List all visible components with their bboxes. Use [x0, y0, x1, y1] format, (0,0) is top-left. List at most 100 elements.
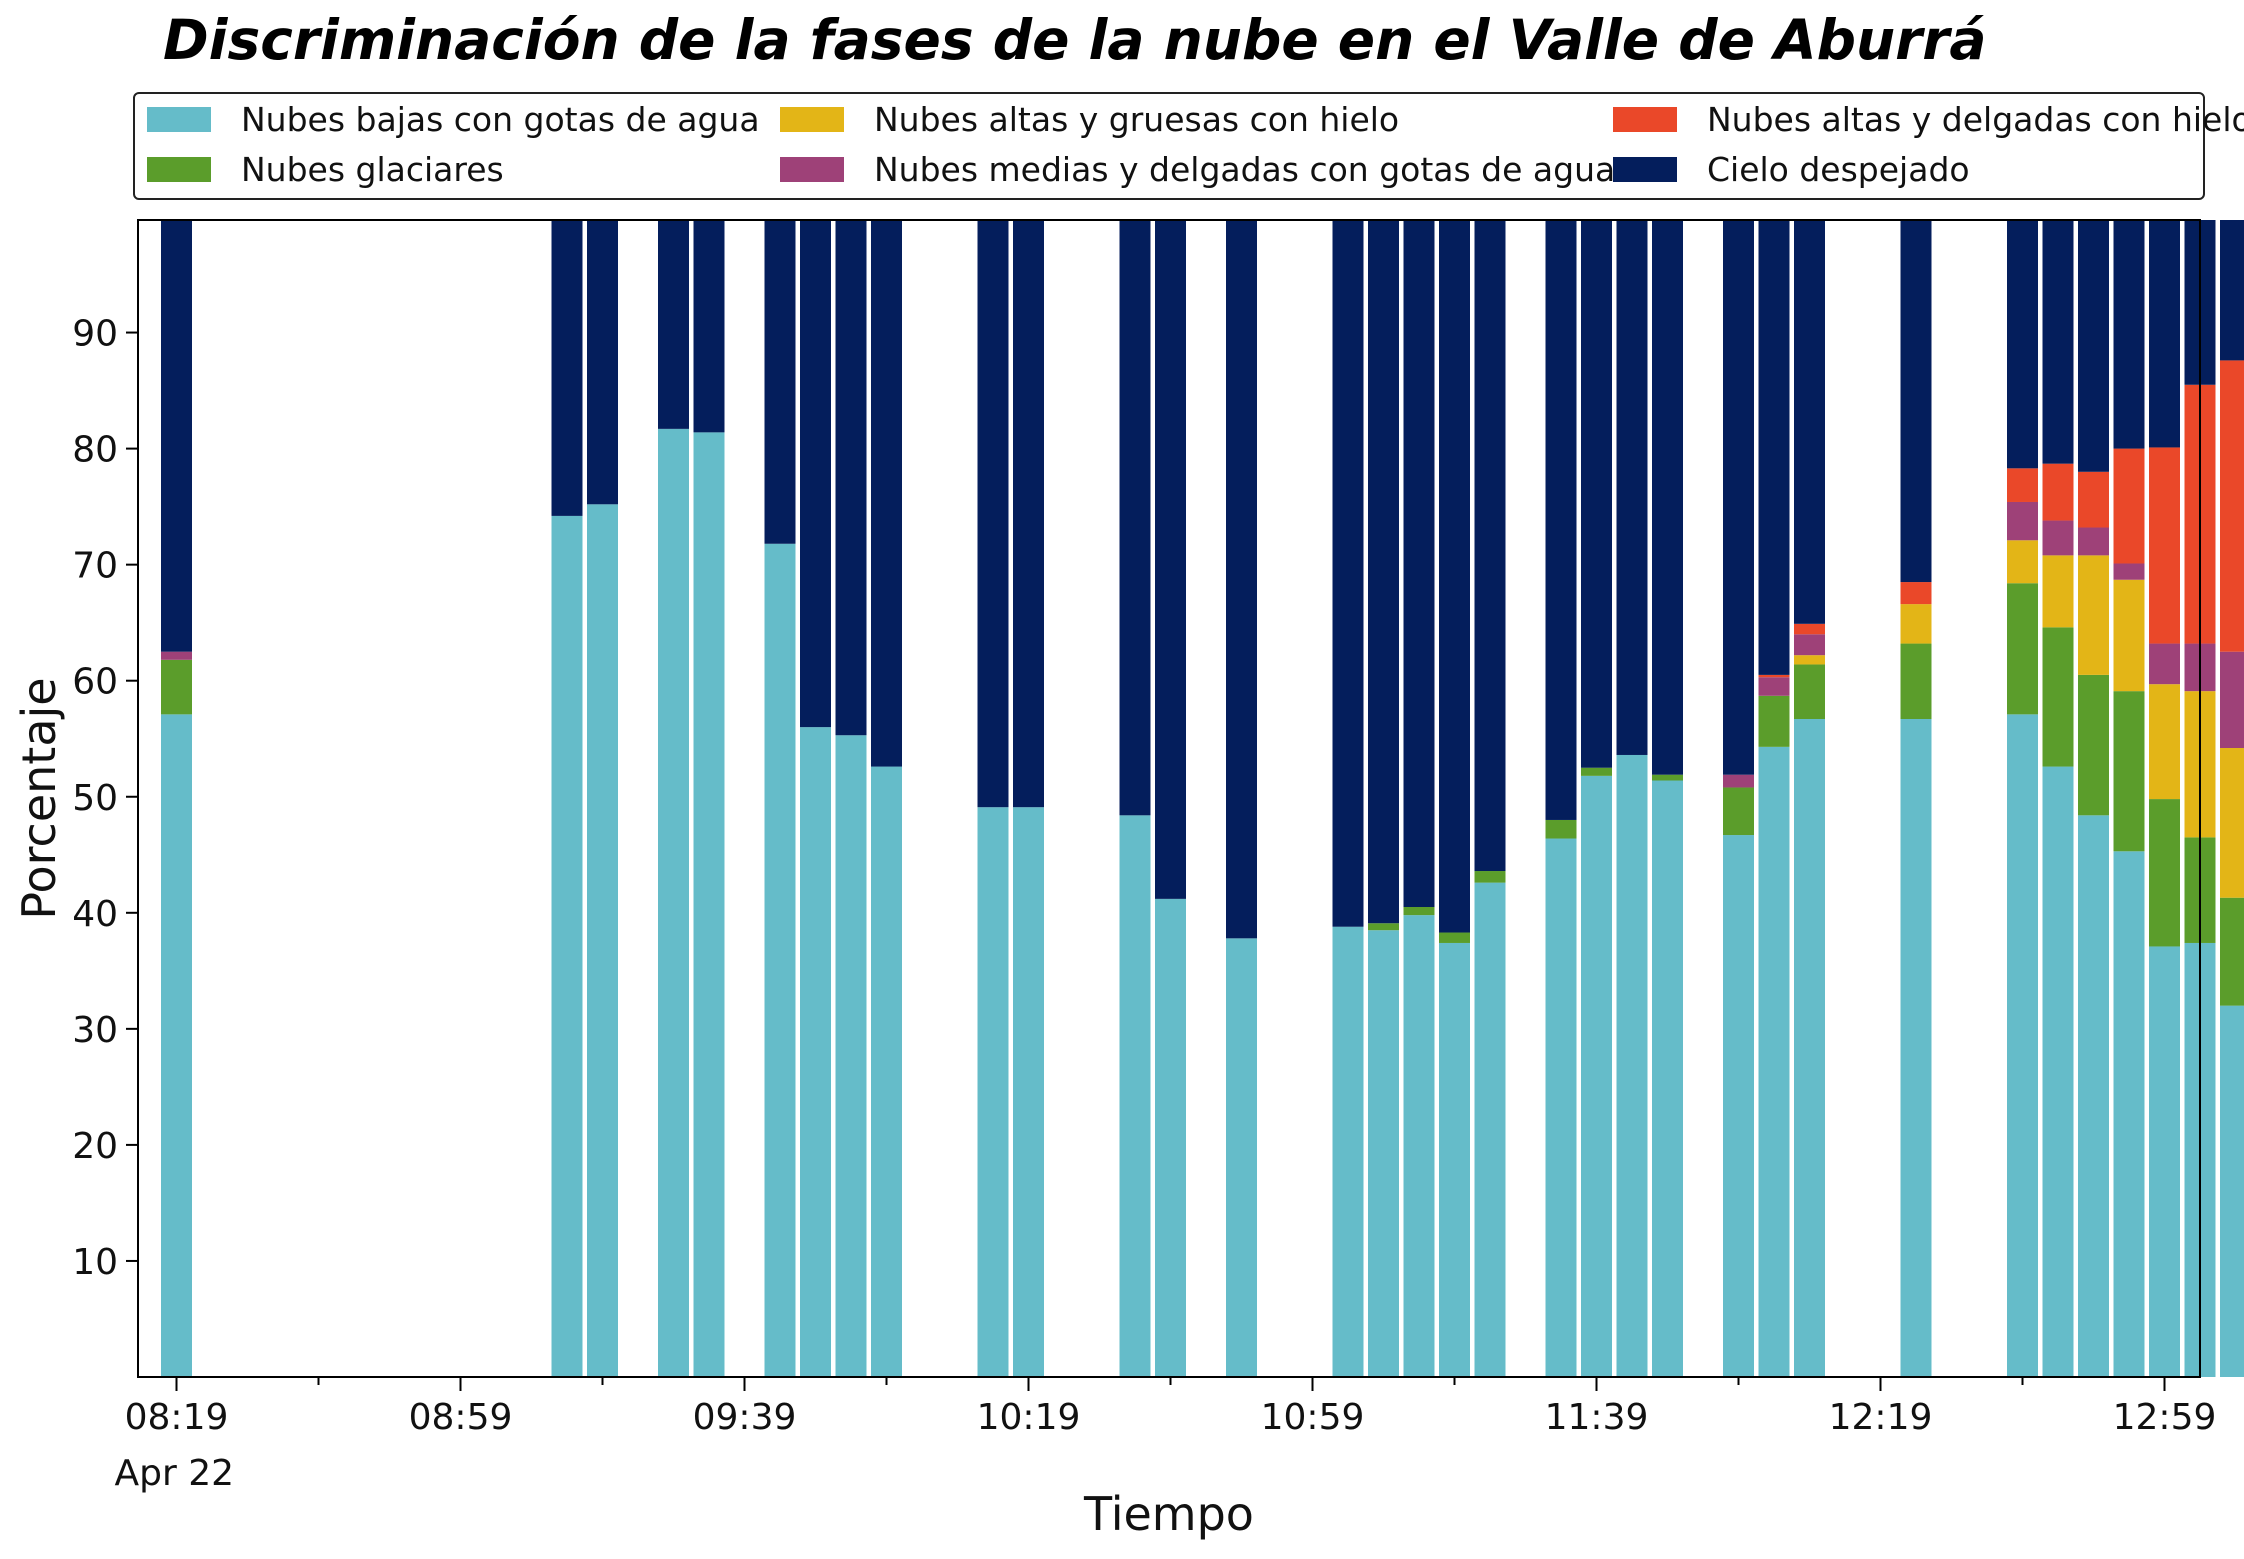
bar-segment — [1758, 677, 1790, 696]
bar-segment — [1368, 930, 1399, 1377]
bar-segment — [2042, 520, 2074, 556]
x-axis-title: Tiempo — [1083, 1487, 1254, 1541]
bar-segment — [2113, 579, 2145, 692]
bar-segment — [551, 220, 583, 516]
bar-segment — [2078, 555, 2109, 675]
x-tick-label: 08:59 — [409, 1397, 513, 1438]
plot-frame — [137, 219, 2201, 1378]
bar-segment — [764, 543, 796, 1377]
bar-segment — [1545, 838, 1577, 1377]
x-axis: 08:19 08:59 09:39 10:19 10:59 11:39 12:19 12:59… — [125, 1377, 2216, 1438]
legend-item-nubes-altas-gruesas: Nubes altas y gruesas con hielo — [780, 100, 1399, 139]
bar-segment — [2007, 220, 2038, 469]
bar-segment — [1758, 746, 1790, 1377]
bar-segment — [1794, 664, 1825, 719]
x-tick-label: 10:19 — [977, 1397, 1081, 1438]
x-tick-label: 08:19 — [125, 1397, 229, 1438]
bar-segment — [2007, 714, 2038, 1377]
bar-segment — [2007, 501, 2038, 541]
bar-segment — [1403, 915, 1435, 1377]
bar-segment — [2078, 527, 2109, 556]
y-tick-label: 50 — [72, 778, 118, 819]
y-tick-label: 20 — [72, 1126, 118, 1167]
bar-segment — [551, 515, 583, 1377]
bar-segment — [1403, 220, 1435, 907]
bar-segment — [2007, 583, 2038, 715]
bar-segment — [2113, 220, 2145, 449]
bar-segment — [1581, 775, 1612, 1377]
y-axis-title: Porcentaje — [12, 677, 66, 919]
y-tick-label: 80 — [72, 430, 118, 471]
bar-segment — [1119, 815, 1151, 1377]
legend-label: Nubes bajas con gotas de agua — [241, 100, 760, 139]
bar-segment — [161, 220, 192, 652]
y-tick-label: 70 — [72, 546, 118, 587]
bar-segment — [1403, 906, 1435, 916]
legend-item-nubes-bajas: Nubes bajas con gotas de agua — [147, 100, 760, 139]
bar-segment — [871, 766, 902, 1377]
bar-segment — [1723, 774, 1754, 788]
bar-segment — [1794, 655, 1825, 665]
bar-segment — [1226, 220, 1257, 939]
legend-label: Nubes altas y gruesas con hielo — [874, 100, 1400, 139]
bar-segment — [1474, 882, 1506, 1377]
bar-segment — [2220, 1005, 2244, 1377]
bar-segment — [1758, 220, 1790, 675]
bar-segment — [1616, 220, 1648, 755]
legend-swatch — [1613, 107, 1677, 132]
legend-label: Nubes altas y delgadas con hielo — [1707, 100, 2244, 139]
bar-segment — [1368, 220, 1399, 924]
bar-segment — [1723, 220, 1754, 775]
bar-segment — [1581, 767, 1612, 776]
bar-segment — [2007, 468, 2038, 502]
bar-segment — [1723, 787, 1754, 836]
x-tick-label: 09:39 — [693, 1397, 797, 1438]
legend-label: Nubes glaciares — [241, 150, 504, 189]
bar-segment — [2042, 627, 2074, 767]
bar-segment — [1332, 926, 1364, 1377]
bar-segment — [1652, 774, 1683, 781]
x-tick-label: 12:19 — [1829, 1397, 1933, 1438]
legend: Nubes bajas con gotas de agua Nubes glac… — [133, 92, 2244, 200]
bar-segment — [2220, 220, 2244, 361]
bar-segment — [1723, 835, 1754, 1377]
bar-segment — [2113, 563, 2145, 580]
bar-segment — [1439, 932, 1470, 943]
bar-segment — [2078, 674, 2109, 816]
chart-title: Discriminación de la fases de la nube en… — [163, 8, 1987, 72]
y-tick-label: 60 — [72, 662, 118, 703]
bar-segment — [161, 714, 192, 1377]
legend-swatch — [147, 157, 211, 182]
bar-segment — [1155, 220, 1186, 899]
bar-segment — [2220, 897, 2244, 1006]
bar-segment — [2113, 691, 2145, 852]
bars-layer — [161, 220, 2244, 1378]
bar-segment — [1439, 942, 1470, 1377]
bar-segment — [1226, 938, 1257, 1377]
bar-segment — [2220, 748, 2244, 898]
x-tick-label: 10:59 — [1261, 1397, 1365, 1438]
bar-segment — [1900, 643, 1932, 719]
legend-label: Cielo despejado — [1707, 150, 1970, 189]
bar-segment — [1794, 623, 1825, 635]
bar-segment — [1900, 604, 1932, 644]
bar-segment — [835, 735, 867, 1377]
bar-segment — [2149, 946, 2180, 1377]
bar-segment — [2149, 220, 2180, 448]
bar-segment — [977, 807, 1009, 1377]
bar-segment — [2149, 447, 2180, 644]
bar-segment — [161, 651, 192, 660]
y-tick-label: 40 — [72, 894, 118, 935]
bar-segment — [2042, 220, 2074, 464]
legend-item-nubes-medias: Nubes medias y delgadas con gotas de agu… — [780, 150, 1615, 189]
legend-item-cielo-despejado: Cielo despejado — [1613, 150, 1970, 189]
legend-swatch — [147, 107, 211, 132]
bar-segment — [587, 504, 618, 1378]
legend-swatch — [780, 107, 844, 132]
legend-label: Nubes medias y delgadas con gotas de agu… — [874, 150, 1616, 189]
bar-segment — [1758, 674, 1790, 678]
bar-segment — [1332, 220, 1364, 927]
bar-segment — [1794, 718, 1825, 1377]
legend-swatch — [1613, 157, 1677, 182]
bar-segment — [658, 428, 689, 1378]
